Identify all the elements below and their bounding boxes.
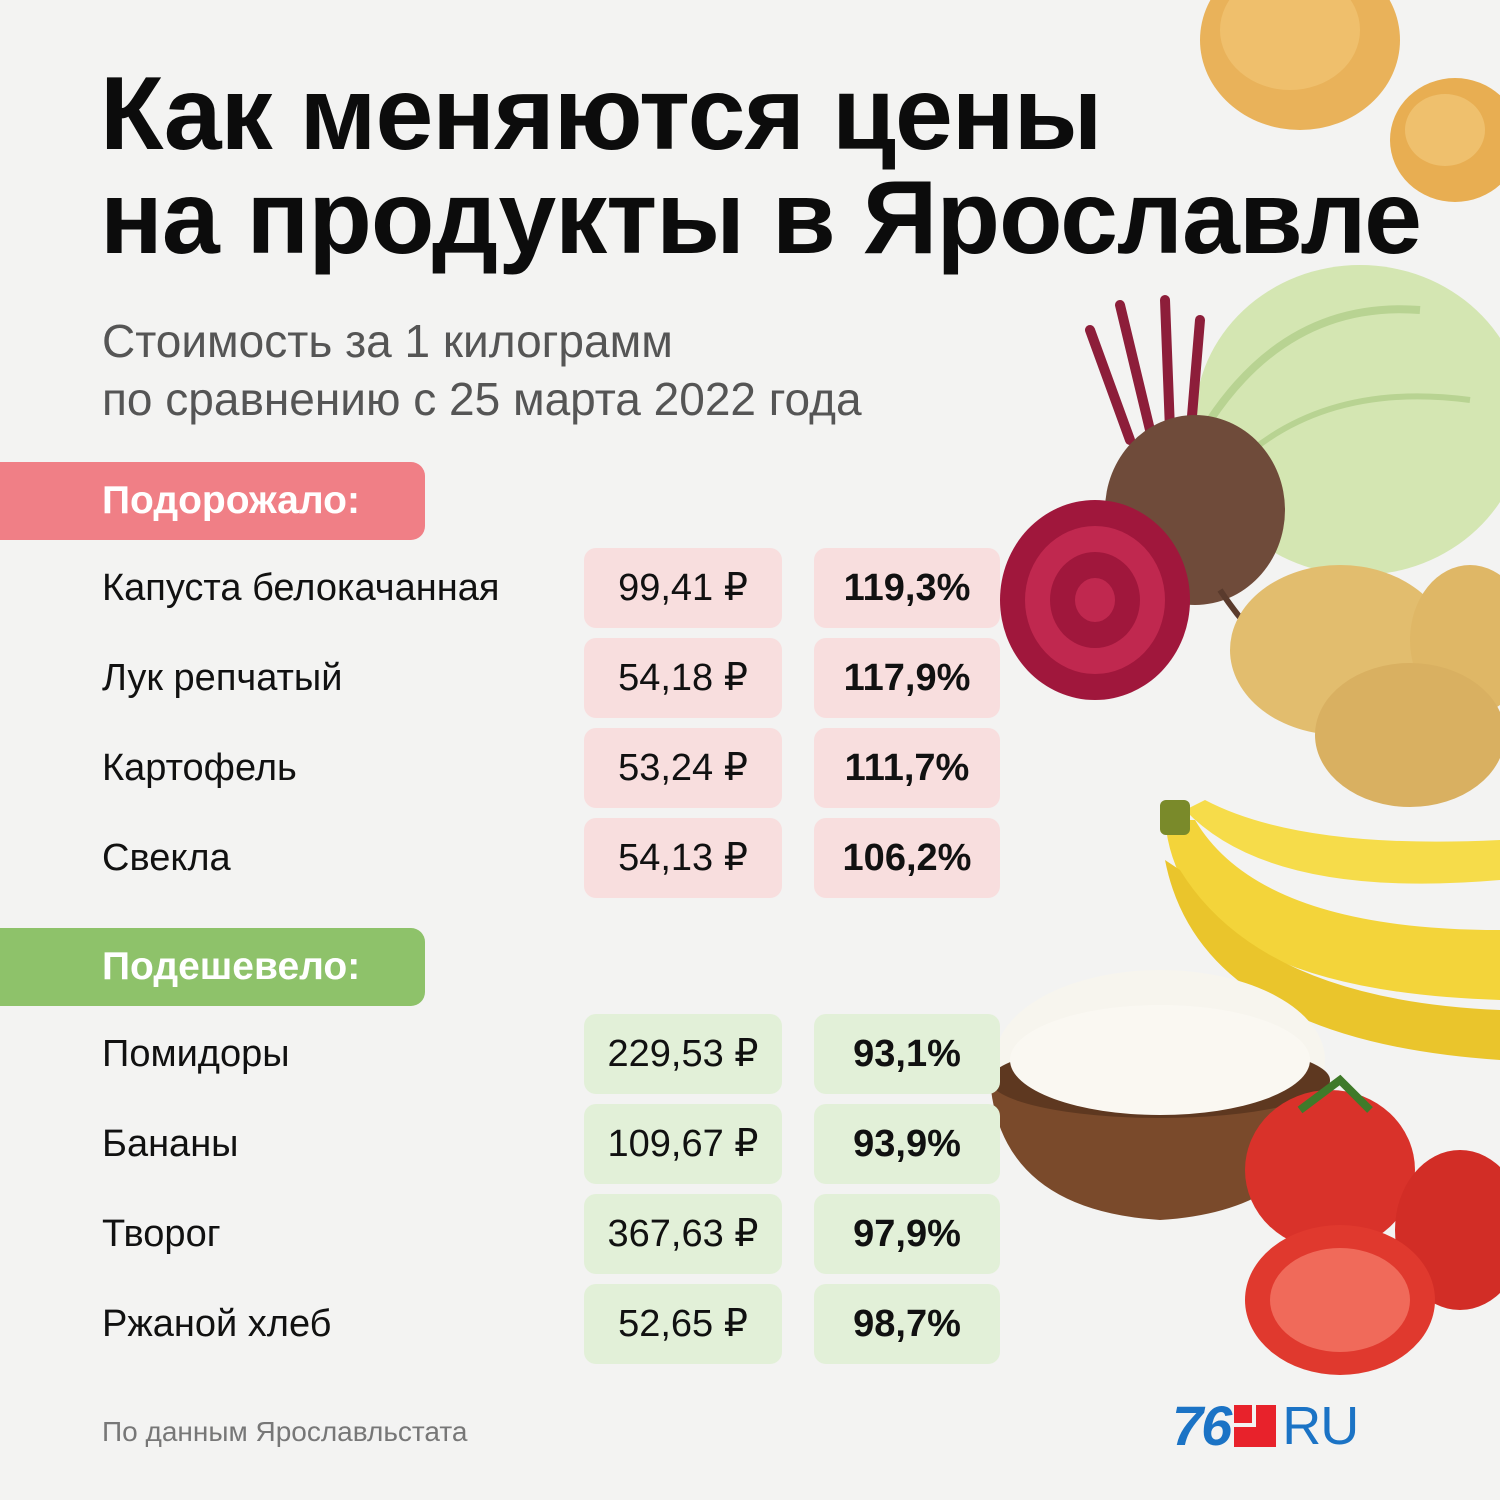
section-badge-up: Подорожало: [0, 462, 425, 540]
price-row: Лук репчатый 54,18 ₽ 117,9% [0, 638, 1010, 718]
logo-number: 76 [1172, 1394, 1232, 1457]
price-cell: 54,13 ₽ [584, 818, 782, 898]
page-title: Как меняются цены на продукты в Ярославл… [100, 56, 1422, 276]
price-row: Капуста белокачанная 99,41 ₽ 119,3% [0, 548, 1010, 628]
percent-cell: 98,7% [814, 1284, 1000, 1364]
logo-suffix: RU [1282, 1396, 1359, 1456]
price-cell: 229,53 ₽ [584, 1014, 782, 1094]
price-row: Творог 367,63 ₽ 97,9% [0, 1194, 1010, 1274]
price-cell: 54,18 ₽ [584, 638, 782, 718]
percent-cell: 106,2% [814, 818, 1000, 898]
page-subtitle: Стоимость за 1 килограмм по сравнению с … [102, 312, 862, 428]
product-name: Капуста белокачанная [102, 567, 500, 609]
percent-cell: 111,7% [814, 728, 1000, 808]
price-row: Картофель 53,24 ₽ 111,7% [0, 728, 1010, 808]
product-name: Творог [102, 1213, 221, 1255]
price-cell: 367,63 ₽ [584, 1194, 782, 1274]
source-note: По данным Ярославльстата [102, 1416, 468, 1447]
price-cell: 52,65 ₽ [584, 1284, 782, 1364]
percent-cell: 119,3% [814, 548, 1000, 628]
price-row: Бананы 109,67 ₽ 93,9% [0, 1104, 1010, 1184]
cabbage-icon [1195, 265, 1500, 575]
logo-mark-icon [1234, 1405, 1277, 1447]
product-name: Бананы [102, 1123, 239, 1165]
cottage-cheese-icon [990, 970, 1330, 1220]
subtitle-line-1: Стоимость за 1 килограмм [102, 315, 673, 367]
potato-icon [1230, 565, 1500, 807]
price-cell: 109,67 ₽ [584, 1104, 782, 1184]
beet-icon [1000, 295, 1285, 700]
product-name: Помидоры [102, 1033, 290, 1075]
price-row: Помидоры 229,53 ₽ 93,1% [0, 1014, 1010, 1094]
price-row: Ржаной хлеб 52,65 ₽ 98,7% [0, 1284, 1010, 1364]
percent-cell: 93,1% [814, 1014, 1000, 1094]
price-cell: 53,24 ₽ [584, 728, 782, 808]
product-name: Лук репчатый [102, 657, 343, 699]
section-badge-down: Подешевело: [0, 928, 425, 1006]
brand-logo[interactable]: 76 RU [1172, 1394, 1359, 1457]
banana-icon [1160, 800, 1500, 1060]
title-line-1: Как меняются цены [100, 56, 1102, 172]
product-name: Картофель [102, 747, 297, 789]
percent-cell: 93,9% [814, 1104, 1000, 1184]
price-row: Свекла 54,13 ₽ 106,2% [0, 818, 1010, 898]
product-name: Ржаной хлеб [102, 1303, 332, 1345]
price-cell: 99,41 ₽ [584, 548, 782, 628]
title-line-2: на продукты в Ярославле [100, 160, 1422, 276]
percent-cell: 97,9% [814, 1194, 1000, 1274]
percent-cell: 117,9% [814, 638, 1000, 718]
subtitle-line-2: по сравнению с 25 марта 2022 года [102, 373, 862, 425]
tomato-icon [1245, 1074, 1500, 1375]
product-name: Свекла [102, 837, 231, 879]
